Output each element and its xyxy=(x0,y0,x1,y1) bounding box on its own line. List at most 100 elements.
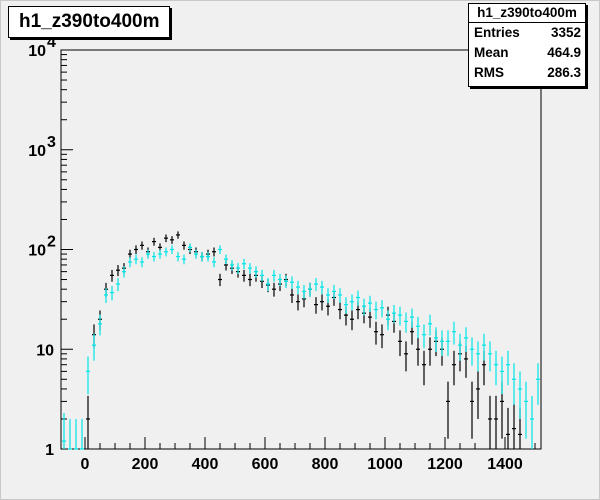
data-point xyxy=(122,266,126,278)
data-point xyxy=(152,252,156,262)
data-point xyxy=(218,273,222,287)
data-point xyxy=(146,249,150,259)
data-point xyxy=(386,310,390,331)
data-point xyxy=(272,269,276,282)
data-point xyxy=(446,330,450,357)
data-point xyxy=(452,350,456,386)
data-point xyxy=(206,252,210,262)
y-tick-label: 10 xyxy=(36,342,54,359)
data-point xyxy=(476,371,480,419)
data-point xyxy=(398,330,402,357)
data-point xyxy=(470,337,474,366)
data-point xyxy=(416,316,420,339)
data-point xyxy=(320,294,324,311)
data-point xyxy=(86,356,90,395)
data-point xyxy=(242,269,246,282)
data-point xyxy=(110,269,114,282)
data-point xyxy=(482,333,486,361)
data-point xyxy=(392,304,396,324)
data-point xyxy=(512,363,516,405)
data-point xyxy=(80,418,84,450)
data-point xyxy=(218,245,222,255)
y-tick-label: 1 xyxy=(45,442,54,459)
data-point xyxy=(506,350,510,386)
data-point xyxy=(290,276,294,290)
series-layer xyxy=(62,231,540,450)
data-point xyxy=(530,395,534,449)
data-point xyxy=(536,363,540,405)
data-point xyxy=(284,275,288,289)
data-point xyxy=(458,333,462,361)
data-point xyxy=(494,395,498,449)
data-point xyxy=(212,257,216,268)
data-point xyxy=(230,260,234,271)
data-point xyxy=(296,294,300,311)
stats-key: RMS xyxy=(474,65,504,80)
data-point xyxy=(212,247,216,257)
data-point xyxy=(374,321,378,345)
data-point xyxy=(332,284,336,300)
data-point xyxy=(368,295,372,313)
data-point xyxy=(254,266,258,278)
data-point xyxy=(410,308,414,328)
data-point xyxy=(200,252,204,262)
data-point xyxy=(404,341,408,372)
histogram-title: h1_z390to400m xyxy=(8,6,171,38)
data-point xyxy=(338,301,342,320)
stats-row-rms: RMS 286.3 xyxy=(469,63,585,83)
data-point xyxy=(488,395,492,449)
data-point xyxy=(362,298,366,316)
data-point xyxy=(350,310,354,331)
data-point xyxy=(290,288,294,304)
data-point xyxy=(62,413,66,449)
data-point xyxy=(344,297,348,314)
x-tick-label: 1400 xyxy=(487,456,523,473)
data-point xyxy=(338,288,342,304)
data-point xyxy=(92,333,96,361)
data-point xyxy=(158,249,162,259)
data-point xyxy=(500,356,504,395)
stats-title: h1_z390to400m xyxy=(469,4,585,23)
data-point xyxy=(170,245,174,255)
x-tick-label: 800 xyxy=(312,456,339,473)
data-point xyxy=(266,278,270,292)
data-point xyxy=(164,234,168,243)
data-point xyxy=(488,341,492,372)
data-point xyxy=(260,269,264,282)
data-point xyxy=(98,314,102,336)
data-point xyxy=(188,243,192,252)
data-point xyxy=(434,327,438,352)
x-tick-label: 600 xyxy=(252,456,279,473)
data-point xyxy=(182,254,186,265)
data-point xyxy=(308,282,312,297)
y-tick-exponent: 2 xyxy=(47,234,56,251)
data-point xyxy=(86,395,90,449)
data-point xyxy=(446,381,450,439)
data-point xyxy=(278,273,282,287)
stats-row-mean: Mean 464.9 xyxy=(469,43,585,63)
data-point xyxy=(476,341,480,372)
data-point xyxy=(422,324,426,349)
data-point xyxy=(428,337,432,366)
data-point xyxy=(182,241,186,250)
data-point xyxy=(134,245,138,255)
data-point xyxy=(326,288,330,304)
data-point xyxy=(464,327,468,352)
data-point xyxy=(248,263,252,274)
y-tick-label: 10 xyxy=(28,43,46,60)
data-point xyxy=(518,371,522,419)
y-tick-label: 10 xyxy=(28,243,46,260)
data-point xyxy=(296,280,300,295)
data-point xyxy=(380,324,384,349)
data-point xyxy=(248,273,252,287)
data-point xyxy=(236,263,240,274)
data-point xyxy=(356,290,360,306)
data-point xyxy=(176,252,180,262)
data-point xyxy=(164,247,168,257)
data-point xyxy=(104,288,108,304)
stats-value: 286.3 xyxy=(547,65,581,80)
stats-key: Entries xyxy=(474,25,520,40)
data-point xyxy=(128,257,132,268)
x-tick-label: 1000 xyxy=(367,456,403,473)
data-point xyxy=(110,285,114,301)
